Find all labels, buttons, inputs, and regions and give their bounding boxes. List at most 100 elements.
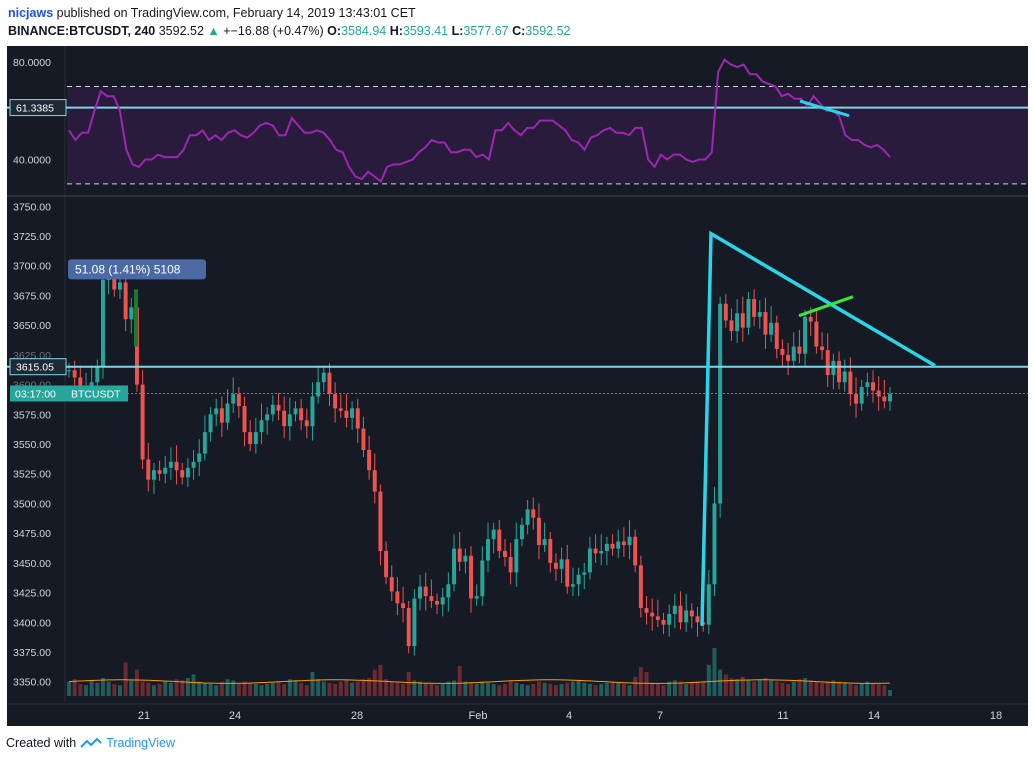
volume-bar	[678, 681, 683, 696]
candle-body	[282, 410, 287, 427]
volume-bar	[752, 681, 757, 696]
volume-bar	[146, 682, 151, 696]
candle-body	[89, 382, 94, 387]
candle-body	[582, 572, 587, 575]
triangle-trendline	[700, 230, 936, 626]
candle-body	[859, 386, 864, 404]
volume-bar	[321, 681, 326, 696]
chart-area[interactable]: 80.0000 40.0000 61.3385 3750.00 3725.00 3700.…	[7, 46, 1028, 726]
volume-bar	[333, 684, 338, 696]
volume-bar	[100, 678, 105, 696]
created-with-text: Created with	[6, 736, 77, 750]
volume-bar	[655, 684, 660, 696]
countdown-label: 03:17:00	[15, 388, 56, 400]
volume-bar	[837, 681, 842, 696]
candle-body	[780, 348, 785, 355]
volume-bar	[576, 680, 581, 696]
volume-bar	[282, 684, 287, 696]
candle-body	[151, 470, 156, 480]
volume-bar	[163, 681, 168, 696]
candle-body	[225, 403, 230, 423]
candle-body	[338, 408, 343, 411]
volume-bar	[871, 682, 875, 696]
candle-body	[469, 555, 473, 599]
high-value: 3593.41	[402, 24, 449, 38]
volume-bar	[129, 680, 134, 696]
ohlc-line: BINANCE:BTCUSDT, 240 3592.52 ▲ +−16.88 (…	[8, 22, 570, 40]
volume-bar	[106, 681, 111, 696]
tradingview-brand[interactable]: TradingView	[106, 736, 175, 750]
price-tick-label: 3500.00	[13, 498, 51, 510]
volume-bar	[418, 681, 423, 696]
candle-body	[746, 299, 751, 328]
volume-bar	[859, 684, 864, 696]
rsi-level-label: 61.3385	[16, 103, 54, 115]
candle-body	[706, 584, 711, 625]
candle-body	[627, 536, 632, 546]
volume-bar	[723, 674, 728, 696]
tradingview-logo-icon	[80, 737, 102, 748]
price-level-badge	[9, 358, 67, 376]
chart-svg[interactable]: 80.0000 40.0000 61.3385 3750.00 3725.00 3700.…	[7, 46, 1028, 726]
volume-bar	[848, 684, 853, 696]
candle-body	[803, 316, 808, 354]
volume-bar	[650, 682, 655, 696]
volume-bar	[412, 680, 417, 696]
candle-body	[519, 524, 524, 540]
change-arrow-icon: ▲	[207, 24, 220, 38]
candle-body	[735, 313, 740, 332]
candle-body	[718, 303, 723, 504]
volume-bar	[67, 681, 71, 696]
price-level-label: 3615.05	[16, 362, 54, 374]
price-tick-label: 3450.00	[13, 558, 51, 570]
volume-bar	[287, 679, 292, 696]
candle-body	[876, 390, 881, 397]
measure-label: 51.08 (1.41%) 5108	[75, 262, 181, 276]
candle-body	[570, 584, 575, 587]
candle-body	[712, 503, 717, 585]
x-tick-label: 24	[229, 710, 241, 722]
volume-bar	[559, 684, 564, 696]
candle-body	[344, 410, 349, 418]
candle-body	[316, 382, 321, 397]
x-tick-label: 18	[990, 710, 1002, 722]
candle-body	[163, 467, 168, 474]
candle-body	[412, 598, 417, 647]
volume-bar	[780, 682, 785, 696]
rsi-line	[68, 58, 891, 183]
volume-bar	[672, 680, 677, 696]
volume-bar	[446, 681, 451, 696]
volume-bar	[276, 681, 281, 696]
volume-bar	[208, 684, 213, 696]
close-value: 3592.52	[525, 24, 571, 38]
volume-bar	[599, 684, 604, 696]
price-tick-label: 3400.00	[13, 617, 51, 629]
candle-body	[146, 459, 151, 480]
candle-body	[536, 517, 541, 546]
volume-bar	[389, 681, 394, 696]
volume-bar	[661, 685, 666, 696]
volume-bar	[174, 679, 179, 696]
candle-body	[236, 394, 241, 406]
candle-body	[650, 612, 655, 617]
volume-bar	[355, 681, 360, 696]
candle-body	[525, 509, 530, 525]
volume-bar	[825, 681, 830, 696]
volume-bar	[542, 682, 547, 696]
price-tick-label: 3525.00	[13, 469, 51, 481]
volume-bar	[514, 682, 519, 696]
author-link[interactable]: nicjaws	[8, 6, 54, 20]
rsi-tick-label: 80.0000	[13, 57, 51, 69]
volume-bar	[253, 684, 258, 696]
volume-bar	[882, 685, 887, 696]
candle-body	[395, 591, 400, 604]
volume-bar	[406, 672, 411, 696]
candle-body	[865, 382, 870, 387]
volume-bar	[814, 681, 819, 696]
x-tick-label: Feb	[469, 710, 488, 722]
candle-body	[729, 320, 734, 332]
candle-body	[327, 372, 332, 395]
volume-bar	[140, 681, 145, 696]
volume-bar	[774, 681, 779, 696]
volume-bar	[440, 684, 445, 696]
